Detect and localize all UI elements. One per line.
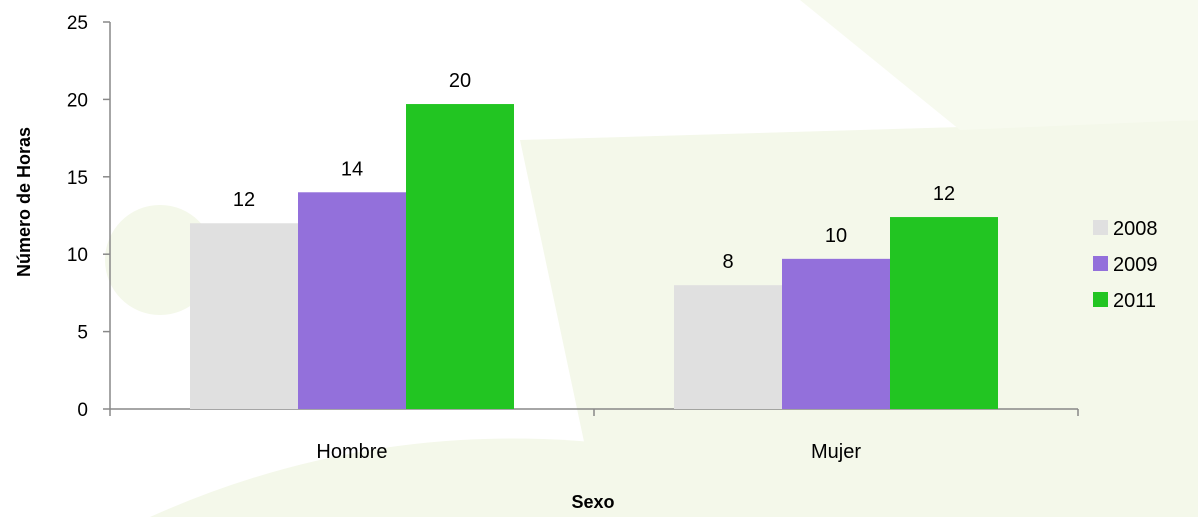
y-tick-label: 10 bbox=[67, 245, 88, 266]
y-tick-label: 5 bbox=[77, 323, 88, 344]
legend-label-2011: 2011 bbox=[1113, 290, 1156, 312]
legend-swatch-2008 bbox=[1093, 220, 1108, 235]
x-category-label: Mujer bbox=[811, 441, 861, 463]
watermark-shape-top bbox=[800, 0, 1198, 130]
legend-swatch-2011 bbox=[1093, 292, 1108, 307]
legend: 2008 2009 2011 bbox=[1093, 218, 1158, 312]
y-tick-label: 25 bbox=[67, 13, 88, 34]
data-label: 12 bbox=[233, 189, 255, 211]
data-label: 20 bbox=[449, 70, 471, 92]
data-label: 12 bbox=[933, 183, 955, 205]
x-axis-title: Sexo bbox=[571, 492, 614, 512]
watermark-circle bbox=[105, 205, 215, 315]
bar-2008-mujer bbox=[674, 285, 782, 409]
bar-2009-mujer bbox=[782, 258, 890, 409]
x-axis: Hombre Mujer bbox=[109, 408, 1079, 463]
y-tick-label: 20 bbox=[67, 90, 88, 111]
y-axis: 0 5 10 15 20 25 bbox=[67, 13, 111, 421]
data-label: 14 bbox=[341, 158, 363, 180]
legend-label-2009: 2009 bbox=[1113, 254, 1158, 276]
bar-2008-hombre bbox=[190, 223, 298, 409]
bars bbox=[190, 104, 998, 409]
data-label: 8 bbox=[722, 251, 733, 273]
bar-2009-hombre bbox=[298, 192, 406, 409]
y-tick-label: 15 bbox=[67, 168, 88, 189]
data-labels: 12 8 14 10 20 12 bbox=[233, 70, 955, 273]
legend-label-2008: 2008 bbox=[1113, 218, 1158, 240]
data-label: 10 bbox=[825, 225, 847, 247]
bar-2011-mujer bbox=[890, 217, 998, 409]
bar-2011-hombre bbox=[406, 104, 514, 409]
legend-swatch-2009 bbox=[1093, 256, 1108, 271]
x-category-label: Hombre bbox=[316, 441, 387, 463]
watermark-shape-arc bbox=[150, 438, 900, 517]
y-tick-label: 0 bbox=[77, 400, 88, 421]
y-axis-title: Número de Horas bbox=[14, 127, 34, 277]
